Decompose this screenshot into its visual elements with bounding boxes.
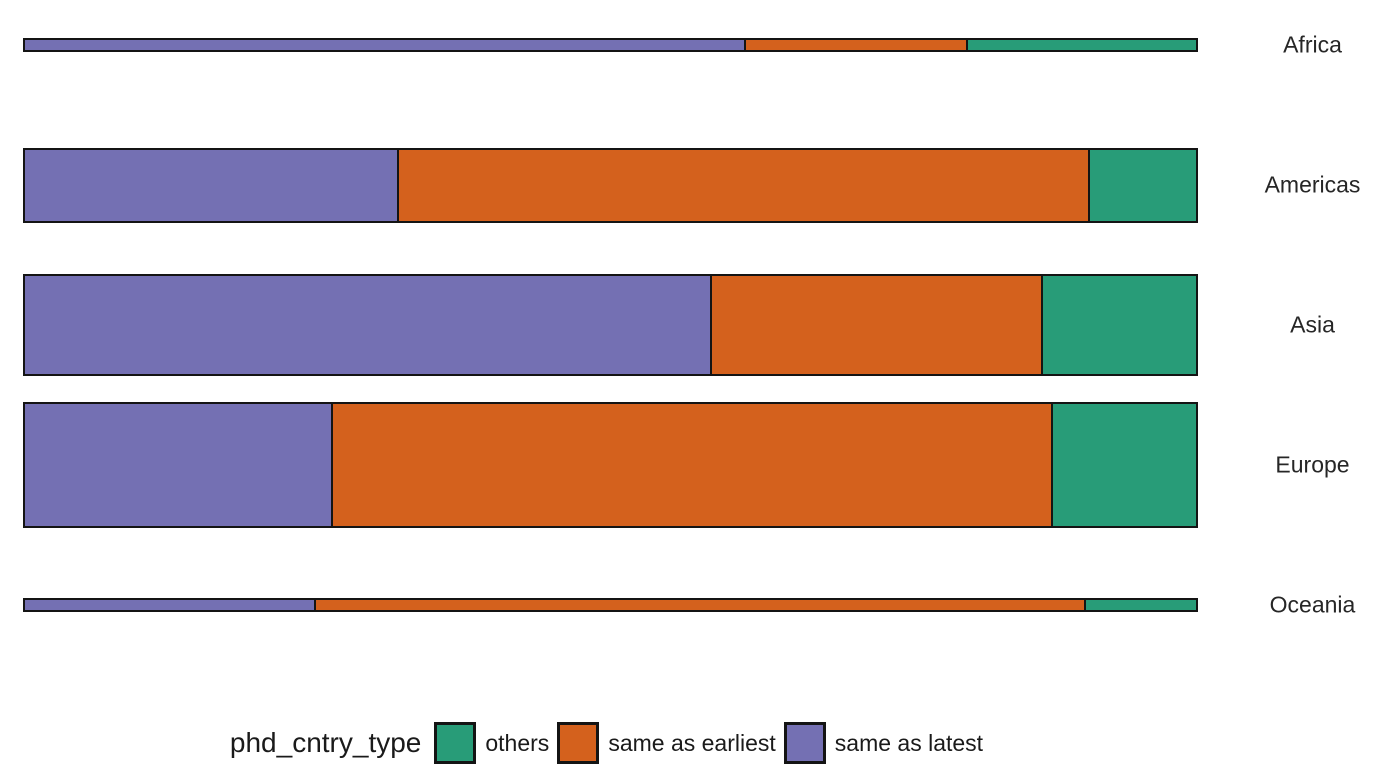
segment-americas-same-as-earliest <box>397 147 1091 223</box>
bar-row-oceania <box>23 598 1198 612</box>
plot-area <box>23 0 1198 660</box>
segment-africa-same-as-latest <box>23 38 746 52</box>
segment-europe-others <box>1050 402 1198 528</box>
bar-row-asia <box>23 274 1198 376</box>
legend-item-same-as-earliest: same as earliest <box>557 722 776 764</box>
legend-swatch-same-as-latest <box>783 722 826 764</box>
segment-oceania-same-as-latest <box>23 598 316 612</box>
legend-label-others: others <box>485 729 550 756</box>
category-label-americas: Americas <box>1264 171 1361 198</box>
legend-label-same-as-latest: same as latest <box>834 729 984 756</box>
bar-row-europe <box>23 402 1198 528</box>
category-labels: Africa Americas Asia Europe Oceania <box>1231 0 1394 660</box>
segment-africa-others <box>966 38 1198 52</box>
legend-item-others: others <box>434 722 549 764</box>
legend-swatch-same-as-earliest <box>557 722 600 764</box>
segment-europe-same-as-earliest <box>331 402 1053 528</box>
category-label-oceania: Oceania <box>1269 591 1356 618</box>
segment-oceania-same-as-earliest <box>313 598 1086 612</box>
legend-label-same-as-earliest: same as earliest <box>608 729 776 756</box>
legend-title: phd_cntry_type <box>229 727 422 758</box>
category-label-europe: Europe <box>1275 451 1350 478</box>
segment-asia-others <box>1041 274 1198 376</box>
segment-oceania-others <box>1083 598 1198 612</box>
segment-americas-others <box>1088 147 1198 223</box>
category-label-asia: Asia <box>1290 311 1335 338</box>
segment-asia-same-as-latest <box>23 274 712 376</box>
legend-swatch-others <box>434 722 477 764</box>
legend: phd_cntry_type others same as earliest sam… <box>23 721 1198 765</box>
segment-americas-same-as-latest <box>23 147 399 223</box>
segment-asia-same-as-earliest <box>709 274 1044 376</box>
segment-africa-same-as-earliest <box>743 38 969 52</box>
legend-item-same-as-latest: same as latest <box>783 722 984 764</box>
bar-row-africa <box>23 38 1198 52</box>
segment-europe-same-as-latest <box>23 402 334 528</box>
category-label-africa: Africa <box>1283 31 1342 58</box>
bar-row-americas <box>23 147 1198 223</box>
